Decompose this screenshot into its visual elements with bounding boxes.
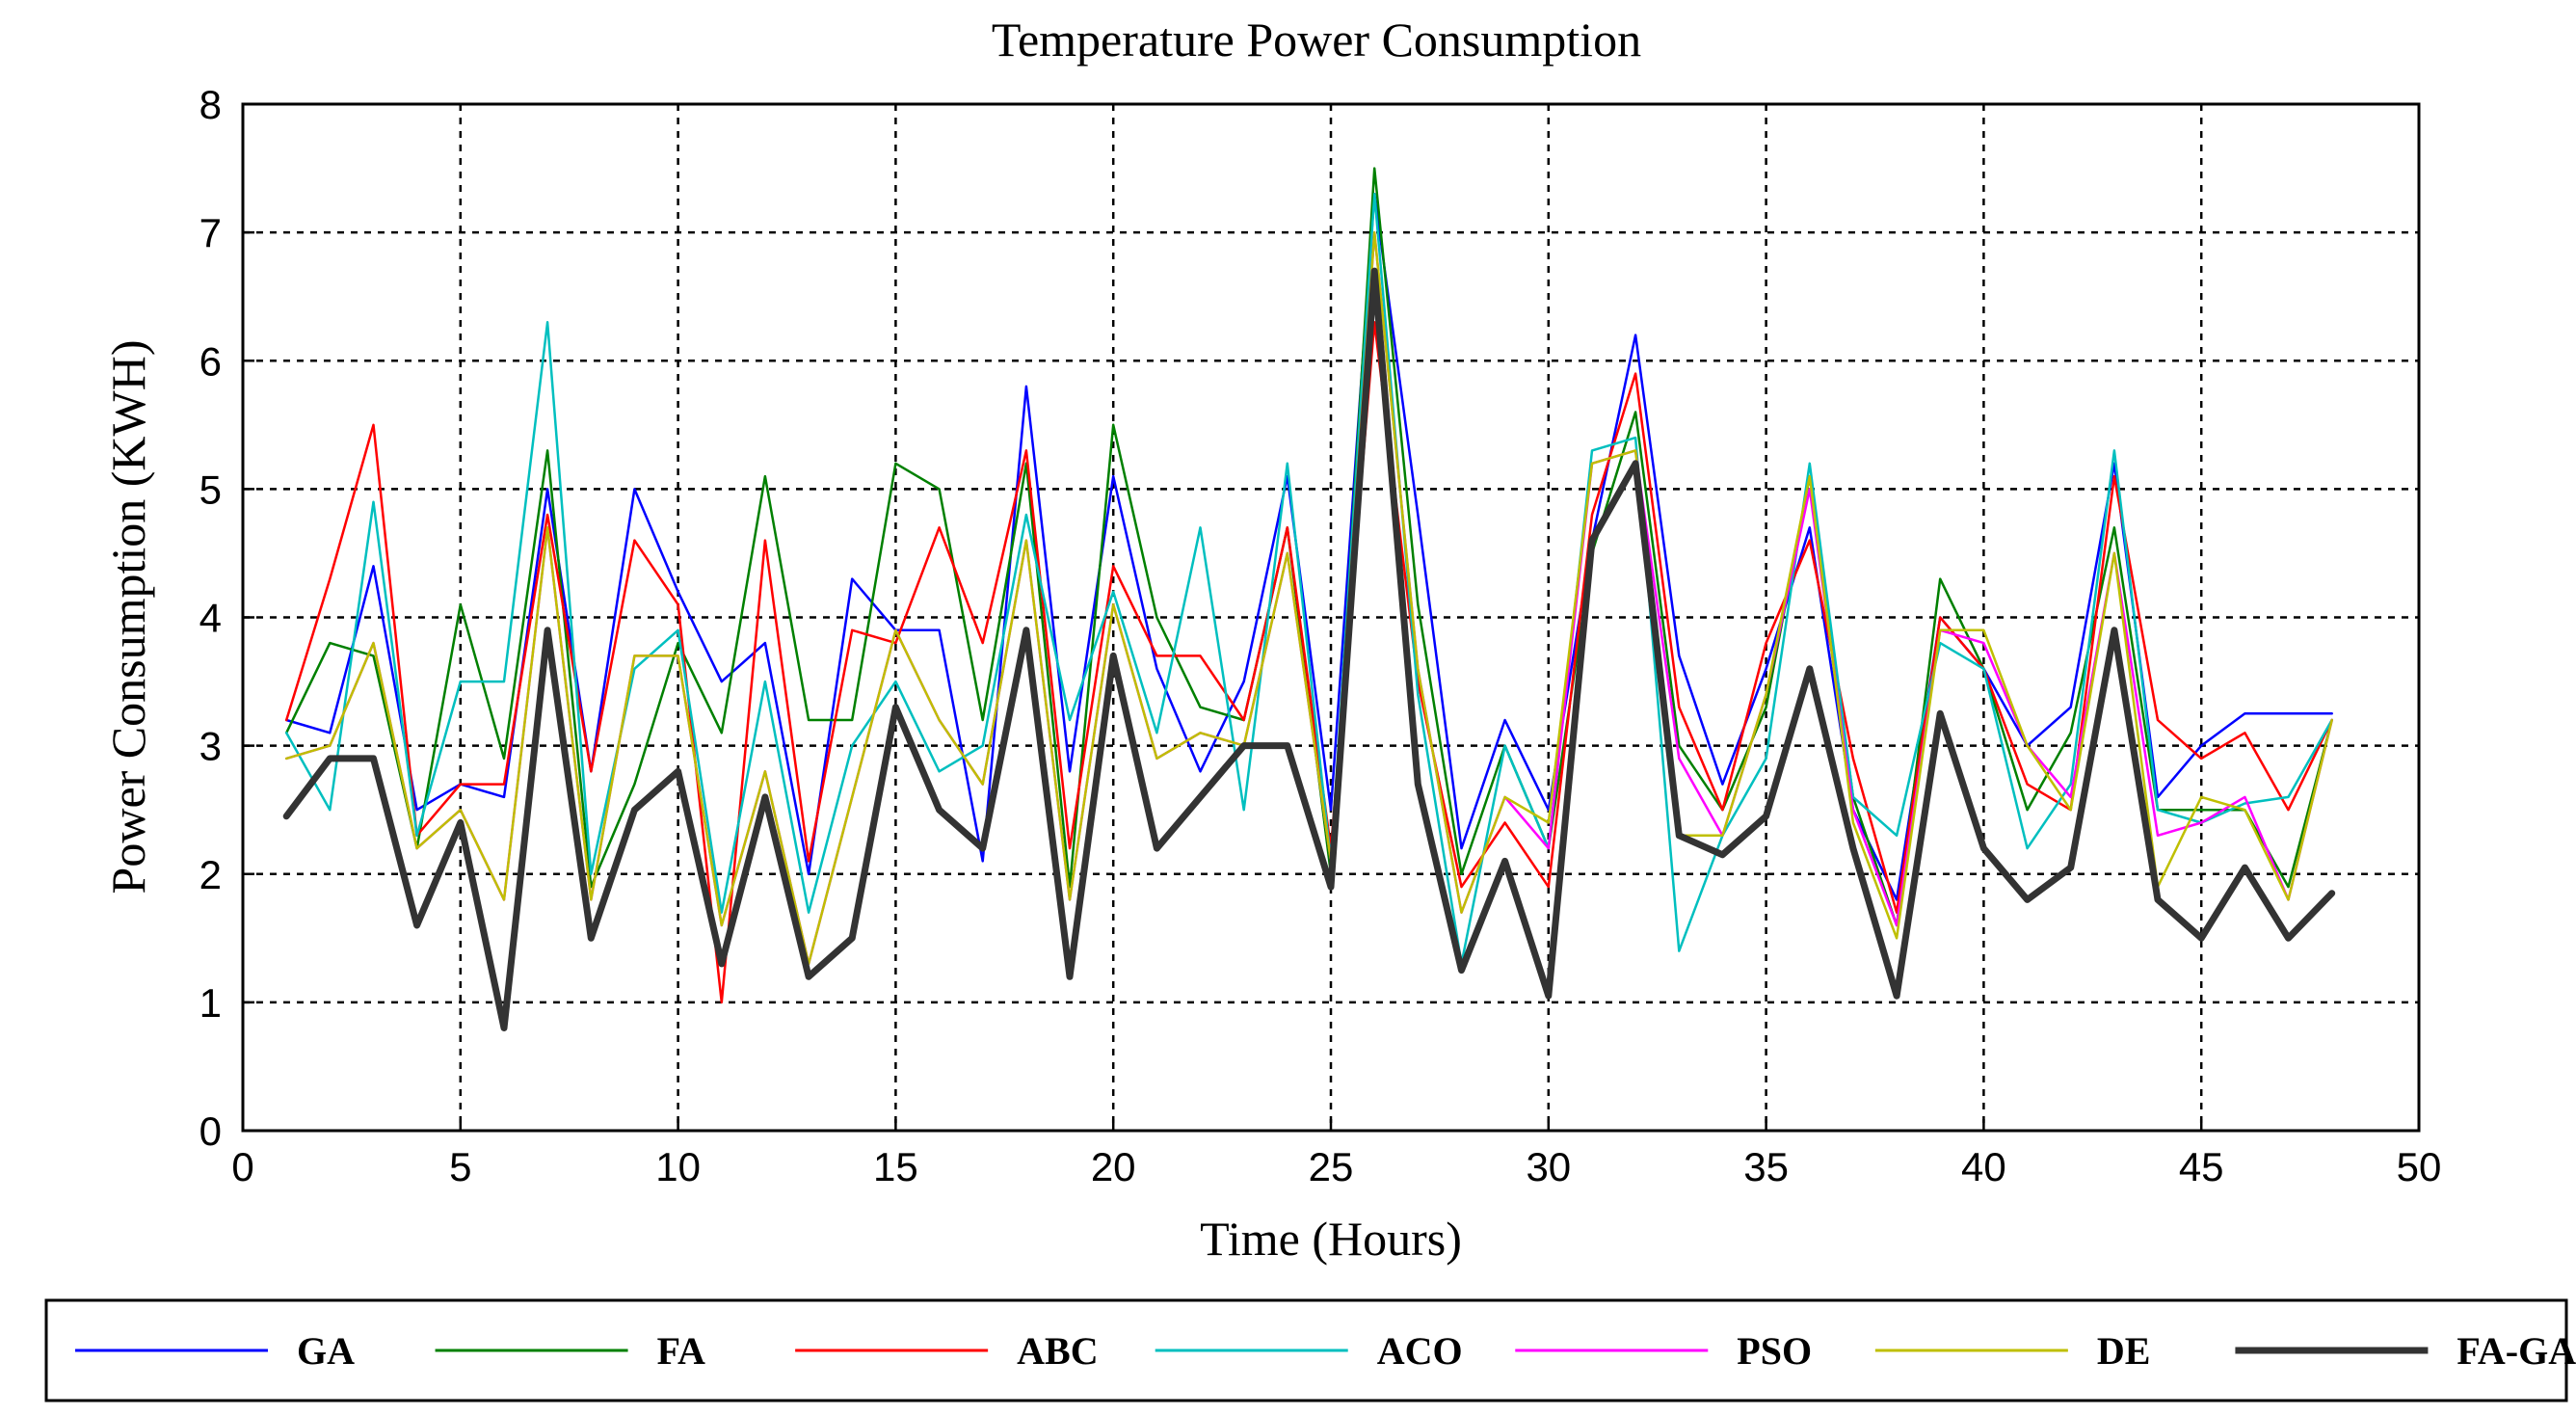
x-tick-label: 10 (655, 1144, 701, 1189)
y-tick-label: 5 (199, 467, 222, 512)
y-tick-label: 6 (199, 338, 222, 384)
x-tick-label: 5 (449, 1144, 471, 1189)
series-line-aco (284, 192, 2333, 966)
x-tick-label: 0 (231, 1144, 253, 1189)
y-tick-label: 7 (199, 210, 222, 255)
x-tick-label: 25 (1309, 1144, 1354, 1189)
legend-label-pso: PSO (1737, 1329, 1812, 1373)
legend-label-fa-ga: FA-GA (2456, 1329, 2576, 1373)
x-axis-label: Time (Hours) (1200, 1212, 1462, 1266)
x-tick-label: 20 (1091, 1144, 1136, 1189)
legend-label-de: DE (2097, 1329, 2151, 1373)
x-tick-label: 35 (1743, 1144, 1789, 1189)
series-line-abc (284, 321, 2333, 1004)
y-tick-label: 4 (199, 596, 222, 641)
y-tick-label: 8 (199, 82, 222, 127)
x-tick-label: 40 (1961, 1144, 2006, 1189)
legend-label-fa: FA (657, 1329, 705, 1373)
series-line-pso (284, 230, 2333, 966)
series-line-ga (284, 192, 2333, 901)
legend-label-ga: GA (297, 1329, 355, 1373)
x-tick-label: 50 (2397, 1144, 2442, 1189)
y-tick-label: 0 (199, 1108, 222, 1154)
x-tick-label: 30 (1526, 1144, 1571, 1189)
series-line-fa-ga (282, 267, 2336, 1031)
y-axis-label: Power Consumption (KWH) (101, 340, 155, 894)
y-tick-label: 3 (199, 724, 222, 769)
legend: GA FA ABC ACO PSO DE FA-GA (44, 1298, 2576, 1402)
series-line-de (284, 230, 2333, 966)
grid (243, 104, 2419, 1131)
series-layer (282, 167, 2336, 1031)
chart-title: Temperature Power Consumption (992, 13, 1641, 67)
legend-label-abc: ABC (1017, 1329, 1098, 1373)
y-tick-label: 1 (199, 980, 222, 1026)
x-tick-label: 45 (2179, 1144, 2224, 1189)
x-tick-label: 15 (873, 1144, 918, 1189)
legend-label-aco: ACO (1377, 1329, 1463, 1373)
y-tick-label: 2 (199, 852, 222, 897)
